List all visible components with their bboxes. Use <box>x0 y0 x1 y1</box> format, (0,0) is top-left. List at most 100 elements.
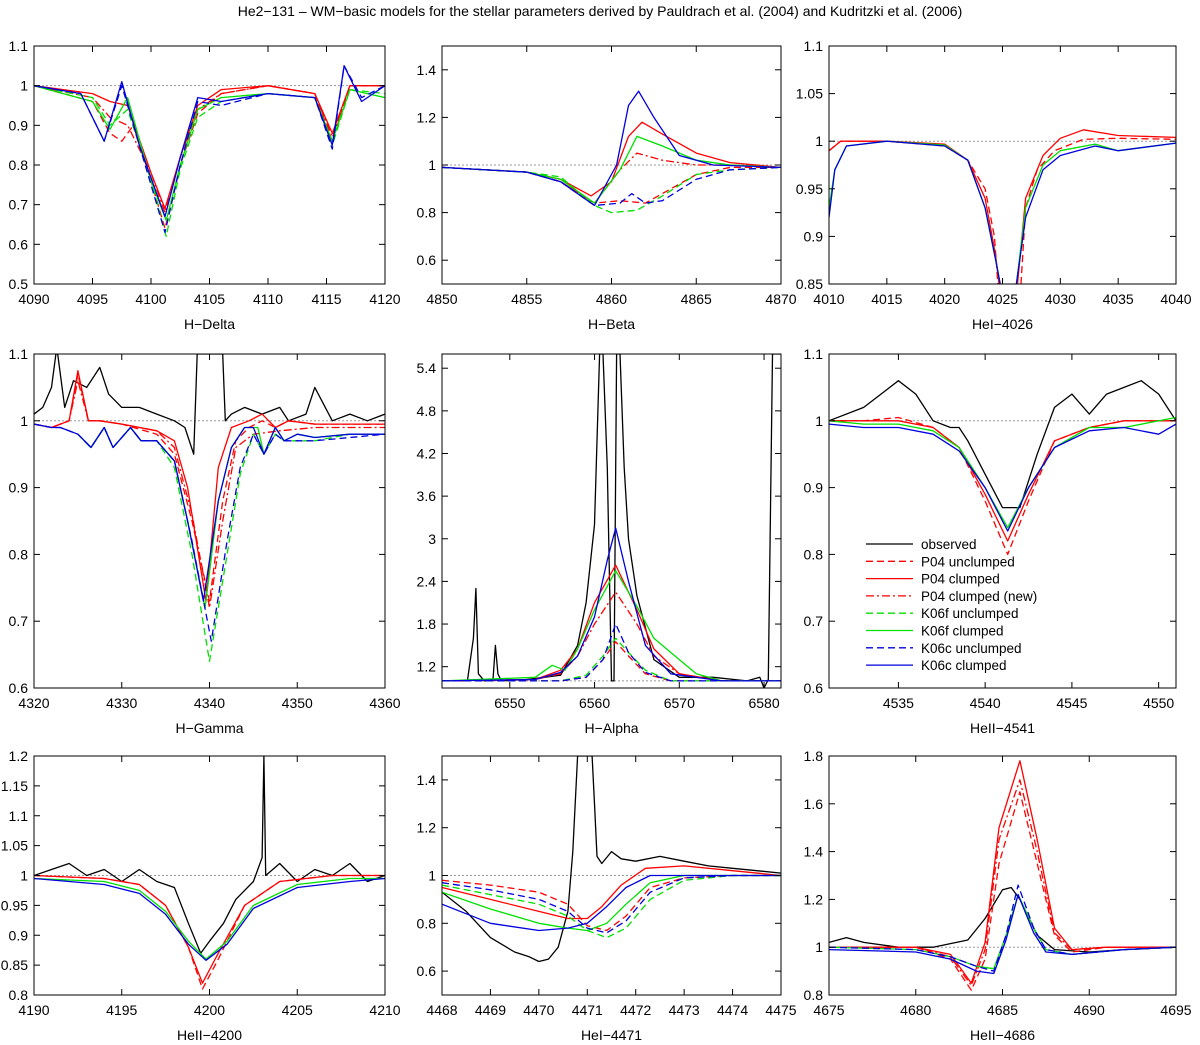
x-tick-label: 4540 <box>970 695 1001 711</box>
y-tick-label: 0.8 <box>417 205 437 221</box>
plot-frame <box>33 45 386 285</box>
x-tick-label: 4040 <box>1160 291 1191 307</box>
series-line-p04-clumped <box>442 865 781 920</box>
series-group <box>442 756 781 963</box>
plot-frame <box>33 353 386 689</box>
x-tick-label: 4030 <box>1045 291 1076 307</box>
y-tick-label: 1.1 <box>804 38 824 54</box>
series-line-k06f-unclumped <box>34 85 385 238</box>
y-tick-label: 4.2 <box>417 445 437 461</box>
series-line-k06c-unclumped <box>829 884 1176 972</box>
x-axis-label: H−Alpha <box>584 720 638 736</box>
series-line-k06c-unclumped <box>34 423 385 642</box>
panel-5: 6550 6560 6570 6580 1.2 1.8 2.4 3 3.6 4.2 4.8 5.4 H−… <box>417 353 782 736</box>
x-tick-label: 4115 <box>311 291 341 307</box>
x-tick-label: 4035 <box>1103 291 1134 307</box>
y-tick-label: 0.6 <box>804 680 824 696</box>
series-line-k06c-clumped <box>829 893 1176 975</box>
y-tick-label: 0.8 <box>417 915 437 931</box>
legend-label-p04-clumped: P04 clumped <box>921 572 1000 587</box>
x-tick-label: 4340 <box>194 695 225 711</box>
x-tick-label: 4535 <box>883 695 914 711</box>
series-group <box>442 90 781 214</box>
x-axis-label: HeII−4686 <box>970 1027 1035 1043</box>
y-tick-label: 1 <box>815 133 823 149</box>
series-line-k06f-clumped <box>829 416 1176 529</box>
y-tick-label: 1.2 <box>417 659 437 675</box>
y-tick-label: 1 <box>20 78 28 94</box>
y-tick-label: 1.05 <box>796 86 823 102</box>
series-line-p04-clumped <box>829 420 1176 542</box>
series-line-k06f-unclumped <box>442 166 781 214</box>
y-tick-label: 0.95 <box>1 897 28 913</box>
y-tick-label: 1.4 <box>417 772 437 788</box>
figure-title: He2−131 – WM−basic models for the stella… <box>237 3 963 19</box>
x-tick-label: 4320 <box>18 695 49 711</box>
x-tick-label: 4110 <box>253 291 283 307</box>
x-tick-label: 4470 <box>523 1002 554 1018</box>
series-line-observed <box>829 886 1176 953</box>
x-tick-label: 4190 <box>18 1002 49 1018</box>
y-tick-label: 0.7 <box>9 613 29 629</box>
series-line-p04-unclumped <box>34 85 385 230</box>
y-tick-label: 1.2 <box>804 891 824 907</box>
y-tick-label: 0.6 <box>417 252 437 268</box>
series-line-k06c-clumped <box>34 423 385 602</box>
series-line-p04-clumped-new <box>442 591 781 682</box>
y-tick-label: 0.8 <box>804 987 824 1003</box>
x-axis-label: HeII−4541 <box>970 720 1035 736</box>
series-line-p04-unclumped <box>442 874 781 932</box>
x-tick-label: 4550 <box>1143 695 1174 711</box>
series-group <box>34 756 385 990</box>
series-line-p04-clumped-new <box>442 152 781 204</box>
y-tick-label: 0.6 <box>417 963 437 979</box>
x-tick-label: 4469 <box>475 1002 506 1018</box>
plot-frame <box>828 45 1177 285</box>
y-tick-label: 0.8 <box>9 157 29 173</box>
legend-label-observed: observed <box>921 537 977 552</box>
series-line-p04-unclumped <box>829 416 1176 556</box>
x-tick-label: 4695 <box>1160 1002 1191 1018</box>
series-group <box>34 354 385 662</box>
x-tick-label: 4475 <box>765 1002 796 1018</box>
y-tick-label: 4.8 <box>417 403 437 419</box>
legend: observed P04 unclumped P04 clumped P04 clum… <box>866 537 1037 673</box>
x-tick-label: 4120 <box>369 291 400 307</box>
x-tick-label: 4025 <box>987 291 1018 307</box>
y-tick-label: 1.1 <box>9 38 29 54</box>
x-tick-label: 6560 <box>579 695 610 711</box>
x-axis-label: H−Delta <box>184 316 235 332</box>
x-tick-label: 4195 <box>106 1002 137 1018</box>
series-line-k06f-clumped <box>77 426 385 609</box>
series-line-k06c-clumped <box>34 65 385 218</box>
y-tick-label: 1 <box>20 413 28 429</box>
series-line-p04-clumped <box>34 85 385 210</box>
x-tick-label: 4010 <box>813 291 844 307</box>
x-tick-label: 4860 <box>596 291 627 307</box>
series-line-k06c-unclumped <box>442 166 781 207</box>
x-tick-label: 4690 <box>1074 1002 1105 1018</box>
series-line-k06c-clumped <box>1015 142 1176 284</box>
y-tick-label: 0.9 <box>804 228 824 244</box>
series-line-k06c-unclumped <box>442 623 781 682</box>
series-line-k06f-clumped <box>34 85 385 222</box>
series-line-p04-clumped <box>829 760 1176 984</box>
y-tick-label: 0.8 <box>9 987 29 1003</box>
series-line-k06f-clumped <box>34 877 385 960</box>
series-line-k06c-clumped <box>829 423 1176 532</box>
series-line-k06c-clumped <box>442 527 781 682</box>
y-tick-label: 1.6 <box>804 796 824 812</box>
series-line-p04-clumped <box>34 370 385 602</box>
series-line-observed <box>442 756 781 963</box>
y-tick-label: 1 <box>428 868 436 884</box>
x-tick-label: 4200 <box>194 1002 225 1018</box>
series-line-k06c-clumped <box>829 140 1001 284</box>
y-tick-label: 1.1 <box>9 808 29 824</box>
x-tick-label: 4545 <box>1056 695 1087 711</box>
series-line-p04-unclumped <box>442 166 781 204</box>
series-line-p04-clumped <box>1016 129 1176 284</box>
panel-7: 4190 4195 4200 4205 4210 0.8 0.85 0.9 0.95 1 1.05 1… <box>1 748 401 1043</box>
x-tick-label: 4675 <box>813 1002 844 1018</box>
series-line-k06c-clumped <box>442 90 781 207</box>
legend-label-k06f-clumped: K06f clumped <box>921 624 1004 639</box>
